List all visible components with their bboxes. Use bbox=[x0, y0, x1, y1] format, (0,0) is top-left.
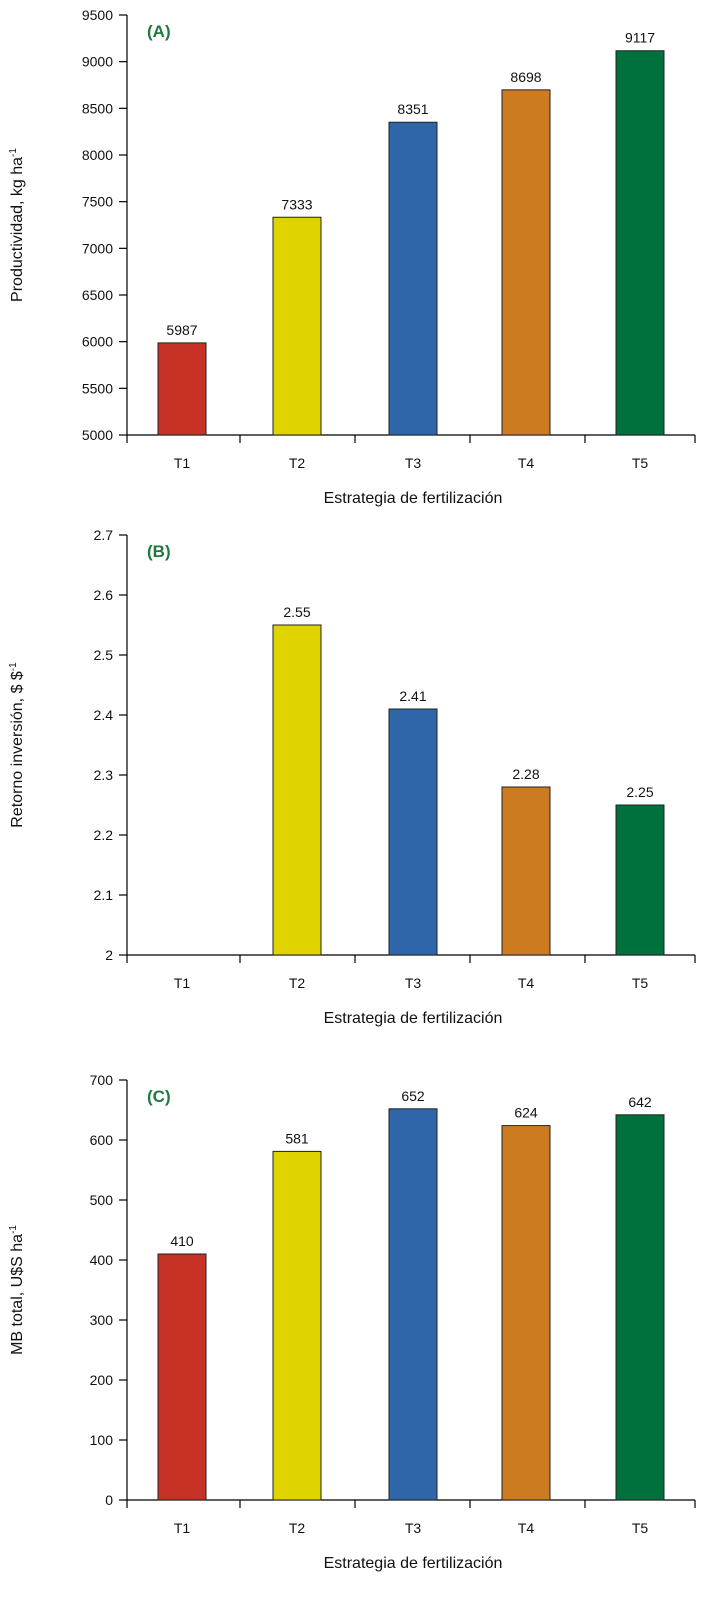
panel-tag: (B) bbox=[147, 542, 171, 561]
x-tick-label-t2: T2 bbox=[289, 455, 306, 471]
y-tick-label: 5500 bbox=[82, 380, 113, 396]
value-label-t1: 5987 bbox=[166, 322, 197, 338]
y-tick-label: 5000 bbox=[82, 427, 113, 443]
x-axis-title: Estrategia de fertilización bbox=[324, 1010, 503, 1027]
bar-t1 bbox=[157, 342, 207, 436]
y-axis-title-text: Productividad, kg ha bbox=[9, 157, 26, 302]
x-tick-label-t4: T4 bbox=[518, 455, 535, 471]
x-tick-label-t5: T5 bbox=[632, 1520, 649, 1536]
chart-panel-c: 0 100 200 300 400 500 600 700 410 T1 581 T2 652 T3 624… bbox=[8, 1072, 696, 1572]
y-tick-label: 6000 bbox=[82, 334, 113, 350]
value-label-t3: 2.41 bbox=[399, 688, 426, 704]
bar-t3 bbox=[388, 121, 438, 436]
y-axis-title-superscript: -1 bbox=[8, 662, 19, 671]
bar-t2 bbox=[272, 624, 322, 956]
chart-panel-b: 2 2.1 2.2 2.3 2.4 2.5 2.6 2.7 T1 2.55 T2 2.41 T3 2.28… bbox=[8, 527, 696, 1027]
y-tick-label: 2.1 bbox=[94, 887, 114, 903]
panel-tag: (C) bbox=[147, 1087, 171, 1106]
y-tick-label: 9500 bbox=[82, 7, 113, 23]
x-tick-label-t2: T2 bbox=[289, 1520, 306, 1536]
y-axis-title: MB total, U$S ha-1 bbox=[8, 1225, 26, 1355]
x-axis-title: Estrategia de fertilización bbox=[324, 1555, 503, 1572]
y-tick-label: 2.3 bbox=[94, 767, 114, 783]
y-axis-title-superscript: -1 bbox=[8, 148, 19, 157]
y-tick-label: 7000 bbox=[82, 240, 113, 256]
value-label-t5: 2.25 bbox=[626, 784, 653, 800]
x-axis-title: Estrategia de fertilización bbox=[324, 490, 503, 507]
x-tick-label-t4: T4 bbox=[518, 1520, 535, 1536]
bar-t4 bbox=[501, 89, 551, 436]
value-label-t1: 410 bbox=[170, 1233, 194, 1249]
y-tick-label: 2.2 bbox=[94, 827, 114, 843]
y-tick-label: 2.5 bbox=[94, 647, 114, 663]
y-tick-label: 700 bbox=[90, 1072, 114, 1088]
x-tick-label-t1: T1 bbox=[174, 1520, 191, 1536]
value-label-t5: 642 bbox=[628, 1094, 652, 1110]
bar-t4 bbox=[501, 1125, 551, 1501]
x-tick-label-t1: T1 bbox=[174, 975, 191, 991]
y-tick-label: 2.6 bbox=[94, 587, 114, 603]
chart-panel-a: 5000 5500 6000 6500 7000 7500 8000 8500 9000 9500… bbox=[8, 7, 696, 507]
bar-t5 bbox=[615, 1114, 665, 1501]
x-tick-label-t3: T3 bbox=[405, 455, 422, 471]
x-tick-label-t5: T5 bbox=[632, 455, 649, 471]
x-tick-label-t1: T1 bbox=[174, 455, 191, 471]
value-label-t2: 7333 bbox=[281, 196, 312, 212]
x-tick-label-t2: T2 bbox=[289, 975, 306, 991]
bar-t5 bbox=[615, 50, 665, 436]
bar-t5 bbox=[615, 804, 665, 956]
y-axis-title-superscript: -1 bbox=[8, 1225, 19, 1234]
bar-t1 bbox=[157, 1253, 207, 1501]
x-tick-label-t5: T5 bbox=[632, 975, 649, 991]
value-label-t2: 2.55 bbox=[283, 604, 310, 620]
y-tick-label: 200 bbox=[90, 1372, 114, 1388]
y-tick-label: 500 bbox=[90, 1192, 114, 1208]
bar-t2 bbox=[272, 216, 322, 436]
bar-t2 bbox=[272, 1150, 322, 1501]
y-tick-label: 8000 bbox=[82, 147, 113, 163]
y-tick-label: 2.7 bbox=[94, 527, 114, 543]
value-label-t3: 8351 bbox=[397, 101, 428, 117]
value-label-t5: 9117 bbox=[625, 30, 655, 46]
value-label-t4: 624 bbox=[514, 1105, 538, 1121]
y-tick-label: 2.4 bbox=[94, 707, 114, 723]
y-tick-label: 600 bbox=[90, 1132, 114, 1148]
bar-t4 bbox=[501, 786, 551, 956]
y-tick-label: 8500 bbox=[82, 100, 113, 116]
value-label-t4: 2.28 bbox=[512, 766, 539, 782]
x-tick-label-t3: T3 bbox=[405, 1520, 422, 1536]
bar-t3 bbox=[388, 1108, 438, 1501]
panel-tag: (A) bbox=[147, 22, 171, 41]
x-tick-label-t4: T4 bbox=[518, 975, 535, 991]
value-label-t2: 581 bbox=[285, 1130, 309, 1146]
value-label-t3: 652 bbox=[401, 1088, 425, 1104]
x-tick-label-t3: T3 bbox=[405, 975, 422, 991]
y-tick-label: 2 bbox=[105, 947, 113, 963]
y-tick-label: 0 bbox=[105, 1492, 113, 1508]
y-axis-title: Retorno inversión, $ $-1 bbox=[8, 662, 26, 828]
y-axis-title-text: Retorno inversión, $ $ bbox=[9, 671, 26, 828]
y-tick-label: 9000 bbox=[82, 54, 113, 70]
y-axis-title-text: MB total, U$S ha bbox=[9, 1234, 26, 1355]
bar-t3 bbox=[388, 708, 438, 956]
y-tick-label: 100 bbox=[90, 1432, 114, 1448]
y-tick-label: 7500 bbox=[82, 194, 113, 210]
y-tick-label: 300 bbox=[90, 1312, 114, 1328]
value-label-t4: 8698 bbox=[510, 69, 541, 85]
y-axis-title: Productividad, kg ha-1 bbox=[8, 148, 26, 302]
y-tick-label: 6500 bbox=[82, 287, 113, 303]
y-tick-label: 400 bbox=[90, 1252, 114, 1268]
